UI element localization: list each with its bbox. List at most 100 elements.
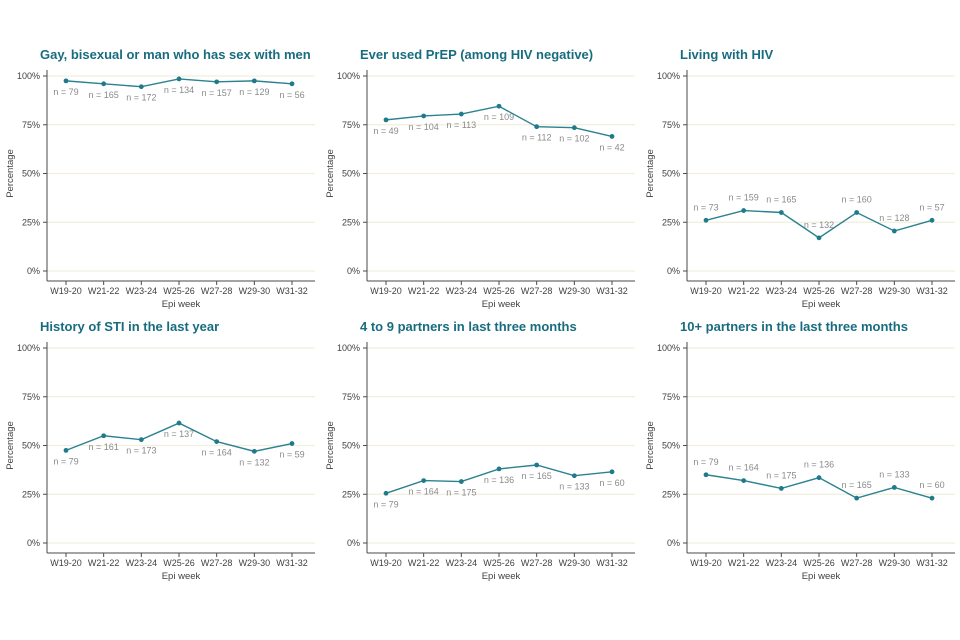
chart-10-plus-partners: 10+ partners in the last three months 0%… (640, 315, 960, 581)
x-tick-label: W23-24 (446, 558, 478, 568)
data-point (703, 472, 709, 478)
n-label: n = 173 (126, 446, 156, 456)
data-point (421, 113, 427, 119)
n-label: n = 164 (202, 448, 232, 458)
n-label: n = 59 (279, 450, 304, 460)
n-label: n = 113 (447, 120, 477, 130)
y-axis-title: Percentage (325, 149, 336, 198)
data-point (63, 78, 69, 84)
n-label: n = 60 (599, 478, 624, 488)
n-label: n = 157 (202, 88, 232, 98)
y-tick-label: 0% (347, 266, 360, 276)
chart-canvas: 0% 25% 50% 75% 100% W19-20 W21-22 W23-24 W25-26 W… (325, 342, 635, 581)
y-tick-label: 50% (342, 441, 360, 451)
y-tick-label: 75% (342, 392, 360, 402)
x-tick-label: W27-28 (521, 558, 553, 568)
n-label: n = 79 (53, 456, 78, 466)
data-point (816, 475, 822, 481)
n-label: n = 109 (484, 112, 514, 122)
chart-title: Living with HIV (680, 47, 774, 62)
data-point (176, 420, 182, 426)
n-label: n = 60 (919, 480, 944, 490)
y-tick-label: 25% (662, 489, 680, 499)
x-tick-label: W25-26 (163, 286, 195, 296)
data-point (571, 125, 577, 131)
x-tick-label: W29-30 (239, 286, 271, 296)
data-point (496, 103, 502, 109)
data-point (778, 210, 784, 215)
x-tick-label: W21-22 (408, 558, 440, 568)
n-label: n = 79 (373, 499, 398, 509)
n-label: n = 161 (89, 442, 119, 452)
n-label: n = 79 (693, 457, 718, 467)
x-tick-label: W21-22 (728, 286, 760, 296)
data-point (929, 495, 935, 501)
data-point (534, 124, 540, 130)
x-tick-label: W31-32 (916, 558, 948, 568)
y-tick-label: 75% (342, 120, 360, 130)
y-tick-label: 25% (22, 489, 40, 499)
y-tick-label: 0% (27, 266, 40, 276)
x-tick-label: W19-20 (690, 286, 722, 296)
y-tick-label: 75% (22, 120, 40, 130)
data-point (176, 76, 182, 82)
y-tick-label: 75% (22, 392, 40, 402)
y-axis-title: Percentage (5, 149, 16, 198)
chart-title: 4 to 9 partners in last three months (360, 319, 577, 334)
chart-title: 10+ partners in the last three months (680, 319, 908, 334)
data-point (741, 208, 747, 213)
y-tick-label: 100% (17, 343, 40, 353)
x-tick-label: W31-32 (596, 558, 628, 568)
data-point (778, 486, 784, 491)
chart-title: Gay, bisexual or man who has sex with me… (40, 47, 311, 62)
data-point (383, 117, 389, 123)
x-tick-label: W31-32 (596, 286, 628, 296)
chart-title: Ever used PrEP (among HIV negative) (360, 47, 594, 62)
x-tick-label: W29-30 (239, 558, 271, 568)
n-label: n = 56 (279, 90, 304, 100)
x-tick-label: W31-32 (916, 286, 948, 296)
n-label: n = 159 (729, 193, 759, 203)
data-point (496, 466, 502, 472)
n-label: n = 137 (164, 429, 194, 439)
chart-gay-bisexual-msm: Gay, bisexual or man who has sex with me… (0, 43, 320, 309)
y-tick-label: 0% (667, 538, 680, 548)
x-tick-label: W27-28 (201, 558, 233, 568)
y-tick-label: 50% (342, 169, 360, 179)
n-label: n = 134 (164, 85, 194, 95)
chart-living-with-hiv: Living with HIV 0% 25% 50% 75% 100% W19-20 W21… (640, 43, 960, 309)
n-label: n = 172 (126, 93, 156, 103)
n-label: n = 165 (522, 471, 552, 481)
y-tick-label: 100% (657, 71, 680, 81)
chart-canvas: 0% 25% 50% 75% 100% W19-20 W21-22 W23-24 W25-26 W… (325, 70, 635, 309)
chart-history-of-sti: History of STI in the last year 0% 25% 50%… (0, 315, 320, 581)
data-point (891, 228, 897, 234)
x-tick-label: W23-24 (766, 286, 798, 296)
n-label: n = 112 (522, 133, 552, 143)
n-label: n = 73 (693, 202, 718, 212)
y-tick-label: 0% (27, 538, 40, 548)
x-tick-label: W23-24 (766, 558, 798, 568)
data-point (101, 433, 107, 439)
n-label: n = 165 (89, 90, 119, 100)
n-label: n = 49 (373, 126, 398, 136)
x-tick-label: W19-20 (50, 558, 82, 568)
n-label: n = 175 (446, 488, 476, 498)
x-tick-label: W29-30 (559, 558, 591, 568)
data-point (741, 478, 747, 483)
n-label: n = 79 (53, 87, 78, 97)
x-tick-label: W21-22 (88, 286, 120, 296)
y-axis-title: Percentage (645, 149, 656, 198)
y-axis-title: Percentage (325, 421, 336, 470)
data-point (458, 479, 464, 484)
data-point (138, 84, 144, 90)
x-tick-label: W25-26 (803, 286, 835, 296)
y-tick-label: 0% (667, 266, 680, 276)
x-tick-label: W19-20 (50, 286, 82, 296)
x-tick-label: W31-32 (276, 286, 308, 296)
chart-canvas: 0% 25% 50% 75% 100% W19-20 W21-22 W23-24 W25-26 W… (5, 342, 315, 581)
y-tick-label: 25% (662, 217, 680, 227)
n-label: n = 104 (409, 122, 439, 132)
n-label: n = 175 (766, 470, 796, 480)
